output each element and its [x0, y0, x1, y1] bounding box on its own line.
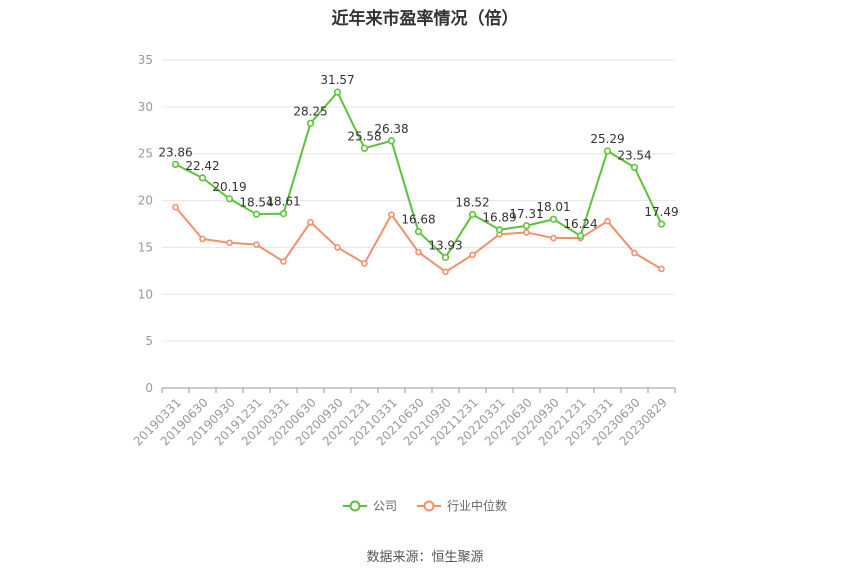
data-point-industry: [307, 218, 314, 226]
data-point-industry: [550, 234, 557, 242]
data-label-company: 25.58: [347, 129, 381, 143]
data-point-industry: [415, 248, 422, 256]
data-point-industry: [226, 239, 233, 247]
data-label-company: 18.52: [455, 195, 489, 209]
legend-item-company[interactable]: 公司: [342, 497, 397, 514]
y-tick-label: 10: [138, 287, 153, 301]
data-label-company: 25.29: [590, 132, 624, 146]
data-point-industry: [334, 244, 341, 251]
data-point-company: [576, 232, 585, 240]
data-point-company: [603, 147, 612, 155]
data-point-industry: [361, 260, 368, 267]
data-point-company: [279, 209, 288, 218]
data-point-company: [198, 174, 207, 182]
data-point-industry: [658, 265, 665, 273]
data-point-company: [306, 119, 315, 127]
legend-item-industry[interactable]: 行业中位数: [417, 497, 507, 514]
legend-company-label: 公司: [372, 499, 397, 513]
data-point-industry: [199, 235, 206, 243]
data-point-company: [630, 163, 639, 171]
data-label-company: 18.61: [266, 195, 300, 209]
data-label-company: 23.86: [158, 145, 192, 159]
data-point-company: [225, 195, 234, 203]
data-point-company: [522, 222, 531, 230]
data-point-company: [333, 88, 342, 96]
data-point-industry: [280, 258, 287, 265]
y-tick-label: 30: [138, 100, 153, 114]
y-tick-label: 15: [138, 240, 153, 254]
data-label-company: 18.01: [536, 200, 570, 214]
y-tick-label: 35: [138, 53, 153, 67]
data-point-industry: [523, 229, 530, 236]
data-label-company: 28.25: [293, 104, 327, 118]
data-label-company: 17.49: [644, 205, 678, 219]
data-label-company: 22.42: [185, 159, 219, 173]
data-label-company: 17.31: [509, 207, 543, 221]
data-label-company: 16.89: [482, 211, 516, 225]
legend-industry-label: 行业中位数: [447, 499, 508, 513]
data-point-industry: [388, 211, 395, 218]
data-point-company: [441, 253, 450, 262]
y-tick-label: 20: [138, 194, 153, 208]
data-label-company: 31.57: [320, 73, 354, 87]
data-point-company: [468, 210, 477, 219]
legend-industry-marker-icon: [417, 500, 441, 511]
data-label-company: 26.38: [374, 122, 408, 136]
data-point-company: [495, 226, 504, 234]
data-point-company: [252, 210, 261, 218]
data-label-company: 18.54: [239, 195, 273, 209]
data-point-company: [171, 160, 180, 168]
data-label-company: 16.68: [401, 213, 435, 227]
data-point-industry: [469, 251, 476, 259]
legend-company-marker-icon: [342, 500, 367, 511]
data-point-industry: [253, 241, 260, 248]
y-tick-label: 5: [145, 334, 153, 348]
data-point-industry: [442, 268, 449, 276]
data-point-company: [657, 220, 666, 228]
data-label-company: 23.54: [617, 148, 651, 162]
data-point-company: [414, 228, 423, 236]
data-label-company: 13.93: [428, 238, 462, 252]
data-point-industry: [604, 217, 611, 225]
chart-title: 近年来市盈率情况（倍）: [331, 9, 519, 29]
data-label-company: 20.19: [212, 180, 246, 194]
data-source-note: 数据来源：恒生聚源: [366, 550, 484, 565]
data-point-company: [360, 144, 369, 152]
y-tick-label: 0: [145, 381, 153, 395]
data-point-company: [387, 137, 396, 145]
data-point-industry: [631, 249, 638, 257]
data-point-company: [549, 215, 558, 223]
chart-legend: 公司 行业中位数: [0, 497, 850, 514]
data-label-company: 16.24: [563, 217, 597, 231]
y-tick-label: 25: [138, 147, 153, 161]
data-point-industry: [172, 203, 179, 211]
